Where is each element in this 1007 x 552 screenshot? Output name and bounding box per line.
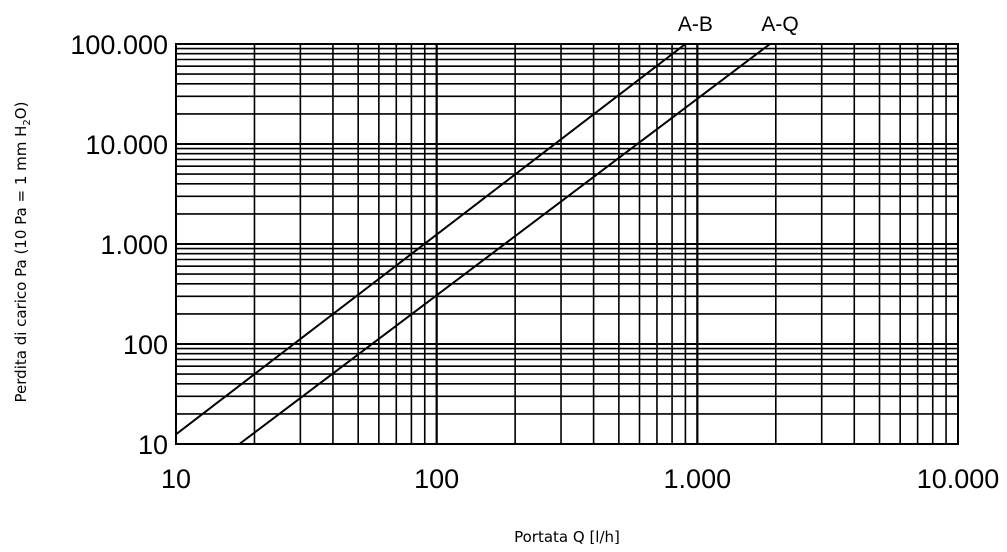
y-axis-label-main: Perdita di carico Pa (10 Pa = 1 mm H: [12, 126, 30, 403]
series-lines: [175, 43, 771, 445]
x-tick-label: 1.000: [664, 464, 732, 494]
y-tick-label: 1.000: [100, 230, 168, 260]
x-tick-label: 100: [414, 464, 459, 494]
x-tick-label: 10.000: [917, 464, 1000, 494]
y-tick-label: 10.000: [85, 130, 168, 160]
y-axis-label-subscript: 2: [22, 119, 33, 125]
y-tick-labels: 10 100 1.000 10.000 100.000: [70, 30, 168, 460]
x-tick-label: 10: [161, 464, 191, 494]
plot-frame: [175, 43, 959, 445]
y-axis-label-end: O): [12, 102, 30, 120]
series-label-a-q: A-Q: [761, 13, 798, 36]
y-tick-label: 100: [123, 330, 168, 360]
series-line-a-q: [238, 43, 771, 445]
series-label-a-b: A-B: [678, 13, 713, 36]
y-tick-label: 10: [138, 430, 168, 460]
series-line-a-b: [175, 43, 687, 436]
x-axis-label: Portata Q [l/h]: [514, 528, 620, 546]
y-tick-label: 100.000: [70, 30, 168, 60]
x-tick-labels: 10 100 1.000 10.000: [161, 464, 999, 494]
y-axis-label: Perdita di carico Pa (10 Pa = 1 mm H2O): [12, 102, 33, 403]
series-labels: A-B A-Q: [678, 13, 799, 36]
